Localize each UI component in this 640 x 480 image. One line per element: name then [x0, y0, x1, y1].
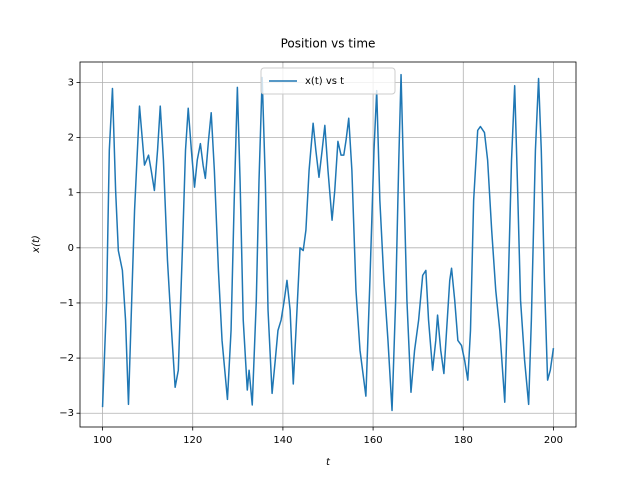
y-tick-label: −1 — [59, 298, 74, 309]
chart-title: Position vs time — [281, 37, 376, 51]
plot-frame — [79, 61, 577, 428]
legend-label: x(t) vs t — [305, 76, 344, 87]
y-tick-label: 1 — [68, 188, 74, 199]
x-tick-label: 200 — [544, 435, 563, 446]
y-tick-label: 0 — [68, 243, 74, 254]
y-tick-label: −3 — [59, 408, 74, 419]
x-axis-label: t — [326, 457, 331, 468]
x-tick-label: 120 — [183, 435, 202, 446]
x-tick-label: 140 — [273, 435, 292, 446]
y-tick-label: 2 — [68, 133, 74, 144]
line-series — [101, 73, 555, 412]
y-axis-label: x(t) — [31, 235, 42, 254]
y-tick-label: 3 — [68, 77, 74, 88]
legend-box — [260, 67, 396, 95]
x-tick-label: 160 — [364, 435, 383, 446]
x-tick-label: 100 — [93, 435, 112, 446]
y-tick-label: −2 — [59, 353, 74, 364]
x-tick-label: 180 — [454, 435, 473, 446]
